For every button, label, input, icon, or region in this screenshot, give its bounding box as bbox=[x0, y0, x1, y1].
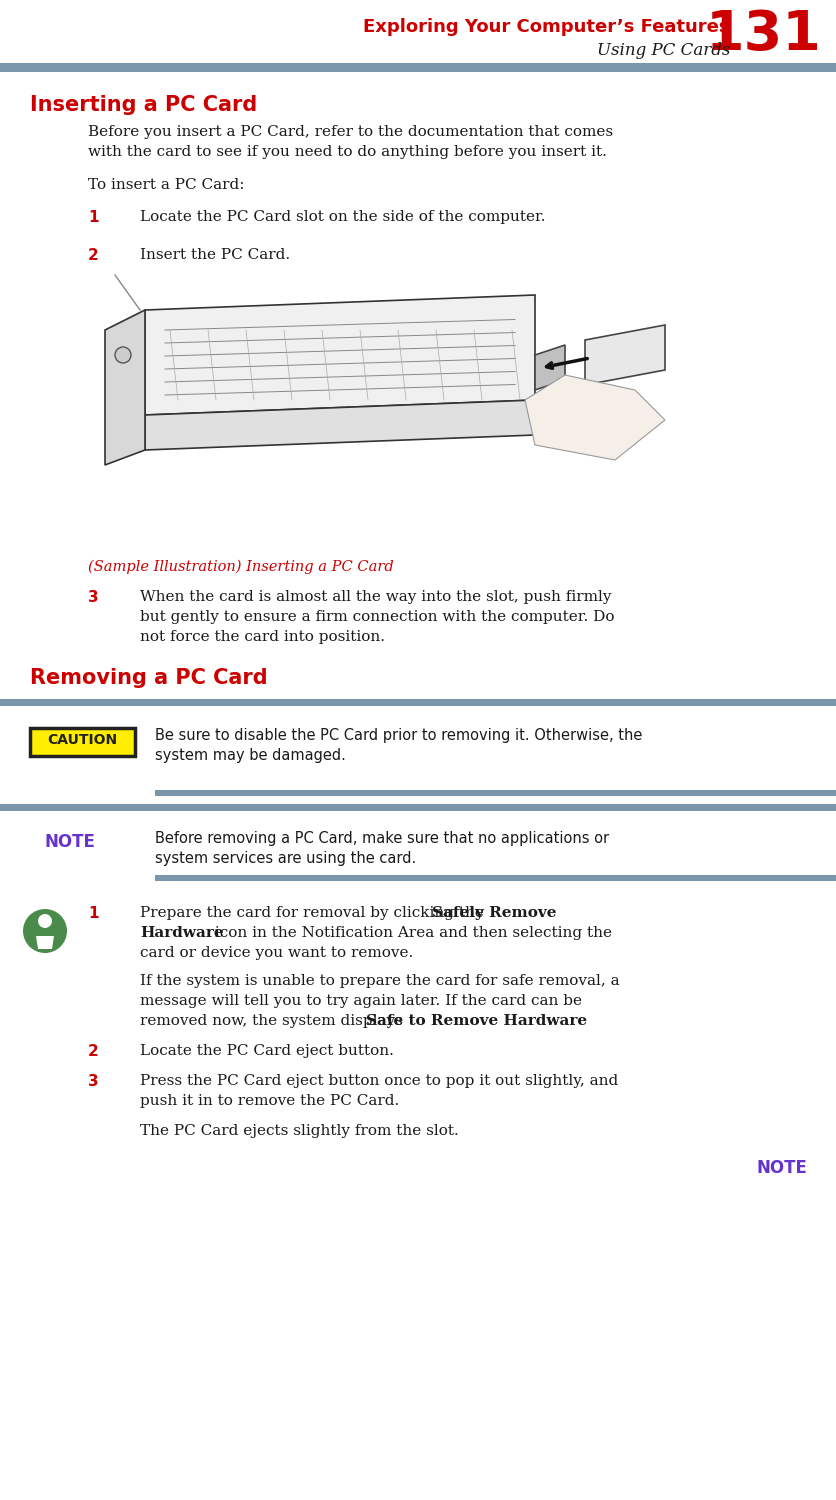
Polygon shape bbox=[104, 310, 145, 465]
FancyBboxPatch shape bbox=[30, 728, 135, 756]
Text: .: . bbox=[548, 1014, 552, 1028]
Text: with the card to see if you need to do anything before you insert it.: with the card to see if you need to do a… bbox=[88, 146, 606, 159]
Bar bbox=[155, 790, 836, 796]
Polygon shape bbox=[584, 326, 665, 386]
Text: Removing a PC Card: Removing a PC Card bbox=[30, 668, 268, 688]
Text: Safely Remove: Safely Remove bbox=[431, 906, 556, 920]
Circle shape bbox=[23, 909, 67, 952]
Text: Prepare the card for removal by clicking the: Prepare the card for removal by clicking… bbox=[140, 906, 488, 920]
Text: but gently to ensure a firm connection with the computer. Do: but gently to ensure a firm connection w… bbox=[140, 610, 614, 624]
Text: To insert a PC Card:: To insert a PC Card: bbox=[88, 178, 244, 192]
Text: 1: 1 bbox=[88, 906, 99, 921]
Circle shape bbox=[38, 914, 52, 928]
Text: system services are using the card.: system services are using the card. bbox=[155, 850, 415, 865]
Text: message will tell you to try again later. If the card can be: message will tell you to try again later… bbox=[140, 994, 581, 1008]
Text: Locate the PC Card slot on the side of the computer.: Locate the PC Card slot on the side of t… bbox=[140, 210, 545, 224]
Text: Using PC Cards: Using PC Cards bbox=[596, 42, 729, 58]
Text: NOTE: NOTE bbox=[44, 833, 95, 850]
Text: Before you insert a PC Card, refer to the documentation that comes: Before you insert a PC Card, refer to th… bbox=[88, 124, 613, 140]
Text: removed now, the system displays: removed now, the system displays bbox=[140, 1014, 407, 1028]
Bar bbox=[0, 63, 836, 72]
Text: 2: 2 bbox=[88, 1044, 99, 1059]
Text: Insert the PC Card.: Insert the PC Card. bbox=[140, 248, 290, 262]
Text: Press the PC Card eject button once to pop it out slightly, and: Press the PC Card eject button once to p… bbox=[140, 1074, 618, 1088]
Text: icon in the Notification Area and then selecting the: icon in the Notification Area and then s… bbox=[210, 926, 611, 940]
Polygon shape bbox=[145, 296, 534, 416]
Text: not force the card into position.: not force the card into position. bbox=[140, 630, 385, 644]
Text: Before removing a PC Card, make sure that no applications or: Before removing a PC Card, make sure tha… bbox=[155, 831, 609, 846]
Text: (Sample Illustration) Inserting a PC Card: (Sample Illustration) Inserting a PC Car… bbox=[88, 560, 393, 574]
Text: NOTE: NOTE bbox=[755, 1160, 806, 1178]
Text: When the card is almost all the way into the slot, push firmly: When the card is almost all the way into… bbox=[140, 590, 611, 604]
Text: Be sure to disable the PC Card prior to removing it. Otherwise, the: Be sure to disable the PC Card prior to … bbox=[155, 728, 641, 742]
Bar bbox=[0, 699, 836, 706]
Bar bbox=[0, 712, 836, 797]
Text: Locate the PC Card eject button.: Locate the PC Card eject button. bbox=[140, 1044, 394, 1058]
Text: 3: 3 bbox=[88, 1074, 99, 1089]
Bar bbox=[155, 874, 836, 880]
Text: 2: 2 bbox=[88, 248, 99, 262]
Text: card or device you want to remove.: card or device you want to remove. bbox=[140, 946, 413, 960]
Polygon shape bbox=[145, 400, 534, 450]
Text: Safe to Remove Hardware: Safe to Remove Hardware bbox=[365, 1014, 586, 1028]
Text: 131: 131 bbox=[706, 8, 821, 62]
Polygon shape bbox=[524, 375, 665, 460]
Text: Exploring Your Computer’s Features: Exploring Your Computer’s Features bbox=[363, 18, 729, 36]
Polygon shape bbox=[534, 345, 564, 390]
Circle shape bbox=[115, 346, 131, 363]
Text: Hardware: Hardware bbox=[140, 926, 223, 940]
Text: CAUTION: CAUTION bbox=[48, 734, 117, 747]
Polygon shape bbox=[36, 936, 54, 950]
Text: 3: 3 bbox=[88, 590, 99, 604]
Text: push it in to remove the PC Card.: push it in to remove the PC Card. bbox=[140, 1094, 399, 1108]
Text: If the system is unable to prepare the card for safe removal, a: If the system is unable to prepare the c… bbox=[140, 974, 619, 988]
Text: 1: 1 bbox=[88, 210, 99, 225]
Bar bbox=[0, 804, 836, 812]
Text: Inserting a PC Card: Inserting a PC Card bbox=[30, 94, 257, 116]
Text: system may be damaged.: system may be damaged. bbox=[155, 748, 345, 764]
Text: The PC Card ejects slightly from the slot.: The PC Card ejects slightly from the slo… bbox=[140, 1124, 458, 1138]
